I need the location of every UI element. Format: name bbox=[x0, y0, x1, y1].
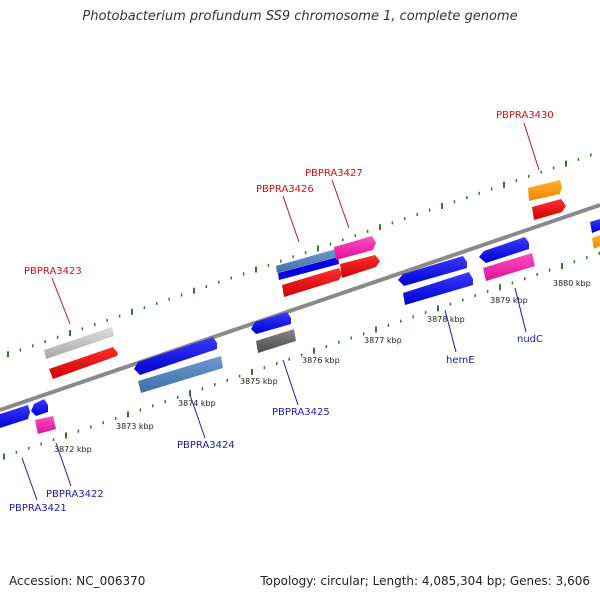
gene-block[interactable] bbox=[334, 236, 376, 260]
chromosome-backbone bbox=[0, 203, 600, 412]
gene-label-hemE[interactable]: hemE bbox=[446, 355, 475, 366]
accession-text: Accession: NC_006370 bbox=[9, 574, 146, 588]
genome-summary-text: Topology: circular; Length: 4,085,304 bp… bbox=[260, 574, 590, 588]
gene-block[interactable] bbox=[340, 255, 380, 278]
gene-block[interactable] bbox=[479, 237, 529, 263]
gene-block[interactable] bbox=[278, 257, 339, 280]
gene-label-PBPRA3421[interactable]: PBPRA3421 bbox=[9, 503, 67, 514]
gene-label-PBPRA3424[interactable]: PBPRA3424 bbox=[177, 440, 235, 451]
gene-label-PBPRA3426[interactable]: PBPRA3426 bbox=[256, 184, 314, 195]
gene-block[interactable] bbox=[483, 253, 535, 281]
gene-block[interactable] bbox=[590, 219, 600, 233]
scale-label: 3872 kbp bbox=[54, 445, 92, 454]
gene-block[interactable] bbox=[276, 249, 337, 273]
gene-block[interactable] bbox=[532, 199, 566, 220]
gene-block[interactable] bbox=[251, 312, 291, 334]
map-title: Photobacterium profundum SS9 chromosome … bbox=[82, 9, 518, 24]
gene-block[interactable] bbox=[592, 235, 600, 249]
gene-block[interactable] bbox=[0, 405, 30, 428]
gene-block[interactable] bbox=[282, 268, 342, 297]
gene-label-PBPRA3425[interactable]: PBPRA3425 bbox=[272, 407, 330, 418]
gene-block[interactable] bbox=[528, 180, 562, 201]
gene-blocks-bottom bbox=[0, 237, 535, 434]
gene-label-PBPRA3423[interactable]: PBPRA3423 bbox=[24, 266, 82, 277]
tick-row-bottom bbox=[3, 251, 600, 460]
scale-label: 3877 kbp bbox=[364, 336, 402, 345]
gene-block[interactable] bbox=[44, 327, 114, 359]
gene-blocks-top bbox=[44, 180, 600, 379]
label-connectors bbox=[21, 122, 540, 501]
scale-label: 3880 kbp bbox=[553, 279, 591, 288]
gene-label-PBPRA3422[interactable]: PBPRA3422 bbox=[46, 489, 104, 500]
gene-block[interactable] bbox=[398, 256, 467, 286]
tick-row-top bbox=[7, 153, 592, 358]
gene-block[interactable] bbox=[134, 337, 217, 375]
scale-label: 3875 kbp bbox=[240, 377, 278, 386]
gene-label-nudC[interactable]: nudC bbox=[517, 334, 543, 345]
scale-label: 3876 kbp bbox=[302, 356, 340, 365]
scale-label: 3878 kbp bbox=[427, 315, 465, 324]
scale-label: 3874 kbp bbox=[178, 399, 216, 408]
scale-label: 3879 kbp bbox=[490, 296, 528, 305]
gene-block[interactable] bbox=[49, 347, 118, 379]
gene-label-PBPRA3430[interactable]: PBPRA3430 bbox=[496, 110, 554, 121]
gene-label-PBPRA3427[interactable]: PBPRA3427 bbox=[305, 168, 363, 179]
gene-block[interactable] bbox=[256, 329, 296, 353]
gene-block[interactable] bbox=[138, 356, 223, 393]
scale-label: 3873 kbp bbox=[116, 422, 154, 431]
gene-block[interactable] bbox=[35, 416, 56, 434]
gene-block[interactable] bbox=[403, 272, 473, 305]
gene-block[interactable] bbox=[31, 399, 48, 416]
